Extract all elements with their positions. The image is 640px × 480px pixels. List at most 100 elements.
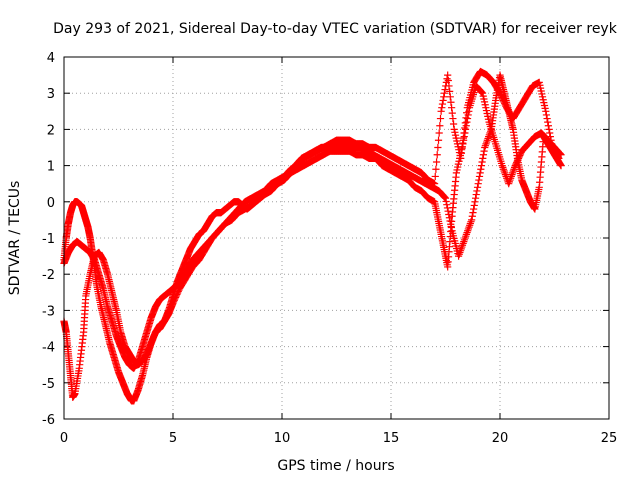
y-tick-label: -3 <box>42 304 55 319</box>
data-point-marker <box>447 98 455 106</box>
data-point-marker <box>441 193 449 202</box>
data-point-marker <box>475 176 483 184</box>
data-point-marker <box>434 143 442 152</box>
data-point-marker <box>540 101 549 110</box>
data-point-marker <box>432 165 440 173</box>
x-tick-labels: 0 5 10 15 20 25 <box>60 431 617 446</box>
data-point-marker <box>480 95 488 103</box>
data-point-marker <box>436 114 445 123</box>
data-point-marker <box>557 162 565 170</box>
data-point-marker <box>454 143 462 151</box>
data-point-marker <box>538 90 546 98</box>
data-point-marker <box>443 201 451 209</box>
data-point-marker <box>449 120 458 128</box>
data-point-marker <box>444 71 452 79</box>
data-point-marker <box>483 109 491 118</box>
data-point-marker <box>484 112 492 120</box>
data-point-marker <box>535 78 543 86</box>
y-tick-label: 3 <box>47 87 55 102</box>
data-point-marker <box>460 129 468 137</box>
data-point-marker <box>541 104 549 113</box>
data-point-marker <box>451 128 459 136</box>
data-point-marker <box>445 82 453 90</box>
y-tick-label: -4 <box>42 341 55 356</box>
data-point-marker <box>544 118 552 126</box>
y-tick-label: 4 <box>47 51 55 66</box>
data-point-marker <box>452 134 460 142</box>
data-point-marker <box>439 96 447 105</box>
y-tick-label: -2 <box>42 268 55 283</box>
data-point-marker <box>453 140 462 148</box>
data-point-marker <box>479 151 488 159</box>
data-point-marker <box>554 153 562 161</box>
data-point-marker <box>441 85 449 94</box>
data-point-marker <box>480 98 489 106</box>
data-point-marker <box>471 194 480 202</box>
data-point-marker <box>477 165 485 173</box>
x-axis-label: GPS time / hours <box>277 458 394 474</box>
y-tick-label: -5 <box>42 377 55 392</box>
data-point-marker <box>479 92 487 100</box>
y-axis-label: SDTVAR / TECUs <box>7 181 23 296</box>
data-point-marker <box>478 158 486 166</box>
grid-lines <box>64 57 609 419</box>
data-point-marker <box>452 169 460 177</box>
data-point-marker <box>459 139 467 147</box>
y-tick-label: 1 <box>47 160 55 175</box>
data-point-marker <box>478 88 486 97</box>
data-point-marker <box>537 87 545 95</box>
data-point-marker <box>457 149 466 157</box>
y-tick-label: 0 <box>47 196 55 211</box>
plot-frame <box>63 56 610 420</box>
data-point-marker <box>470 205 478 213</box>
data-point-marker <box>462 114 470 122</box>
data-point-marker <box>547 136 555 144</box>
data-point-marker <box>449 114 457 123</box>
data-point-marker <box>436 122 444 130</box>
data-point-marker <box>474 180 482 188</box>
data-point-marker <box>538 93 547 101</box>
data-point-marker <box>545 125 553 133</box>
data-point-marker <box>453 137 461 145</box>
data-point-marker <box>450 125 458 133</box>
data-point-marker <box>458 144 466 152</box>
x-tick-label: 25 <box>601 431 618 446</box>
data-point-marker <box>468 212 476 220</box>
data-point-marker <box>441 194 450 202</box>
data-point-marker <box>454 163 462 171</box>
data-point-marker <box>546 133 554 141</box>
data-point-marker <box>476 169 484 177</box>
data-point-marker <box>431 180 439 188</box>
data-point-marker <box>435 129 443 137</box>
data-point-marker <box>540 99 548 107</box>
x-tick-label: 10 <box>274 431 291 446</box>
data-point-marker <box>454 160 462 168</box>
data-point-marker <box>459 134 467 142</box>
data-point-marker <box>431 172 439 181</box>
data-point-marker <box>434 136 443 144</box>
y-tick-label: -1 <box>42 232 55 247</box>
data-point-marker <box>539 96 547 104</box>
data-point-marker <box>484 115 493 123</box>
data-point-marker <box>548 140 556 148</box>
x-tick-label: 0 <box>60 431 68 446</box>
data-point-marker <box>546 129 554 137</box>
data-point-marker <box>471 198 479 206</box>
data-point-marker <box>440 93 448 101</box>
data-point-marker <box>442 197 450 206</box>
x-tick-label: 20 <box>492 431 509 446</box>
x-tick-label: 15 <box>383 431 400 446</box>
data-point-marker <box>444 207 452 215</box>
data-points <box>60 67 565 405</box>
data-point-marker <box>461 119 469 127</box>
data-point-marker <box>438 100 447 108</box>
data-point-marker <box>542 111 551 119</box>
data-point-marker <box>468 216 476 224</box>
data-point-marker <box>433 151 441 159</box>
data-point-marker <box>481 101 489 109</box>
data-point-marker <box>451 131 460 139</box>
data-point-marker <box>438 104 446 112</box>
data-point-marker <box>470 201 478 210</box>
